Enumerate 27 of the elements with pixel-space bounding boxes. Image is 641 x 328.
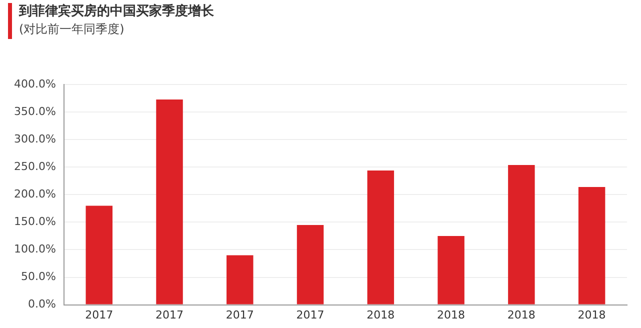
x-tick-label: 2018 — [578, 308, 606, 322]
x-tick-label: 2018 — [366, 308, 395, 322]
y-tick-label: 100.0% — [14, 242, 56, 256]
y-tick-label: 300.0% — [14, 132, 56, 146]
y-tick-label: 200.0% — [14, 188, 56, 201]
bar — [296, 224, 324, 304]
bar — [578, 186, 606, 304]
y-tick-label: 0.0% — [28, 298, 56, 311]
bar — [508, 164, 535, 304]
x-tick-label: 2018 — [437, 308, 466, 322]
chart-title: 到菲律宾买房的中国买家季度增长 — [19, 3, 214, 20]
bar — [367, 170, 394, 304]
y-tick-label: 250.0% — [14, 160, 56, 174]
y-tick-label: 400.0% — [14, 77, 56, 90]
x-tick-label: 2017 — [156, 308, 184, 322]
x-tick-label: 2018 — [507, 308, 536, 322]
x-tick-label: 2017 — [226, 308, 254, 322]
y-tick-label: 350.0% — [14, 104, 56, 118]
x-tick-label: 2017 — [296, 308, 324, 322]
x-tick-label: 2017 — [85, 308, 114, 322]
y-tick-label: 50.0% — [20, 270, 56, 284]
y-tick-label: 150.0% — [14, 215, 56, 228]
chart-subtitle: (对比前一年同季度) — [19, 21, 126, 38]
bar — [156, 99, 183, 304]
bar — [86, 206, 113, 304]
bar — [438, 236, 464, 304]
bar — [226, 255, 254, 304]
